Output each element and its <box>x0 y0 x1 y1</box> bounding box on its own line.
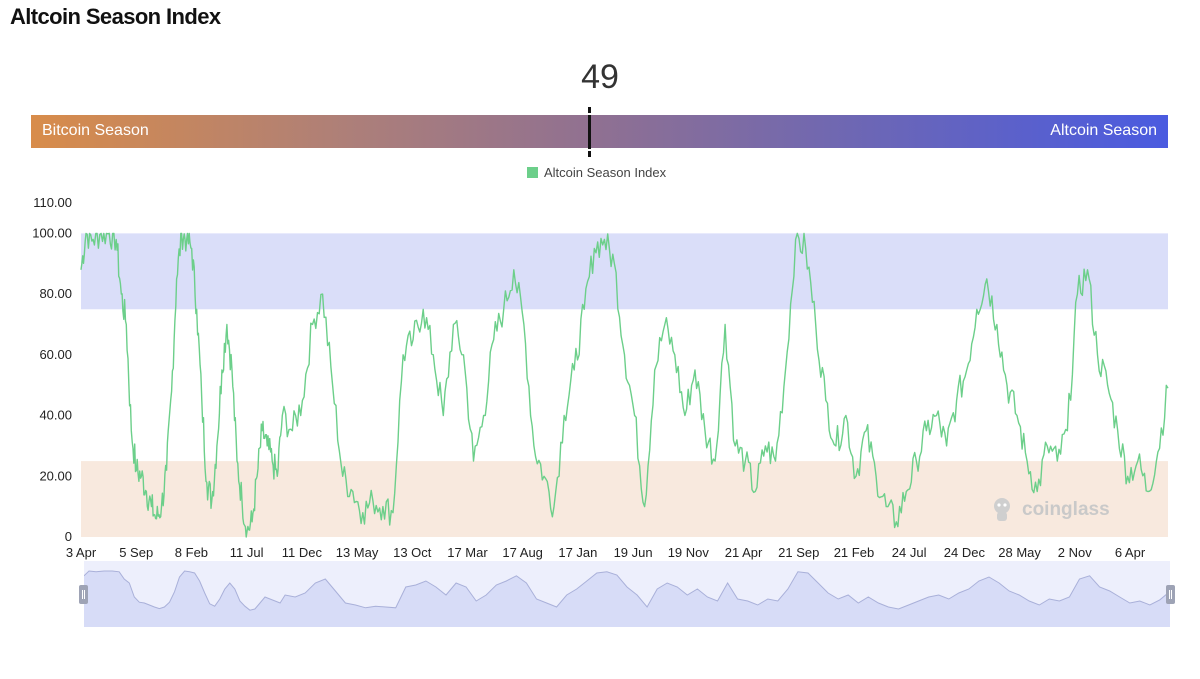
y-tick-label: 80.00 <box>39 286 72 301</box>
x-tick-label: 13 Oct <box>393 545 432 560</box>
x-tick-label: 8 Feb <box>175 545 208 560</box>
y-tick-label: 0 <box>65 529 72 544</box>
legend-label: Altcoin Season Index <box>544 165 667 180</box>
x-tick-label: 17 Mar <box>447 545 488 560</box>
x-tick-label: 19 Jun <box>614 545 653 560</box>
x-tick-label: 28 May <box>998 545 1041 560</box>
series-line-altcoin-season-index <box>80 232 1169 538</box>
season-gauge-bar: Bitcoin Season Altcoin Season <box>31 115 1168 148</box>
altcoin-season-band <box>81 233 1168 310</box>
coinglass-logo-icon <box>994 498 1010 521</box>
legend-swatch <box>527 167 538 178</box>
x-tick-label: 5 Sep <box>119 545 153 560</box>
x-tick-label: 3 Apr <box>66 545 97 560</box>
x-tick-label: 21 Feb <box>834 545 874 560</box>
chart-legend[interactable]: Altcoin Season Index <box>527 165 666 180</box>
navigator-left-handle[interactable] <box>79 585 88 604</box>
bitcoin-season-band <box>81 461 1168 537</box>
watermark-text: coinglass <box>1022 499 1110 520</box>
x-tick-label: 21 Apr <box>725 545 763 560</box>
x-tick-label: 17 Aug <box>502 545 543 560</box>
navigator-right-handle[interactable] <box>1166 585 1175 604</box>
coinglass-watermark: coinglass <box>990 497 1110 523</box>
y-tick-label: 100.00 <box>32 225 72 240</box>
y-tick-label: 40.00 <box>39 408 72 423</box>
altcoin-season-chart[interactable]: 0 20.00 40.00 60.00 80.00 100.00 110.00 3 Apr 5 … <box>0 190 1200 570</box>
navigator-area <box>84 571 1170 627</box>
navigator-line <box>84 570 1170 611</box>
x-tick-label: 24 Jul <box>892 545 927 560</box>
x-tick-label: 24 Dec <box>944 545 986 560</box>
x-tick-label: 11 Jul <box>230 545 264 560</box>
altcoin-season-label: Altcoin Season <box>1050 122 1157 139</box>
gauge-needle <box>588 107 591 157</box>
x-tick-label: 21 Sep <box>778 545 819 560</box>
range-navigator[interactable] <box>79 561 1175 627</box>
y-tick-label: 20.00 <box>39 468 72 483</box>
navigator-series <box>84 570 1170 627</box>
y-tick-label: 60.00 <box>39 347 72 362</box>
x-tick-label: 17 Jan <box>558 545 597 560</box>
x-tick-label: 11 Dec <box>282 545 323 560</box>
bitcoin-season-label: Bitcoin Season <box>42 122 149 139</box>
x-tick-label: 6 Apr <box>1115 545 1146 560</box>
gauge-value: 49 <box>581 58 619 96</box>
x-tick-label: 13 May <box>336 545 379 560</box>
page-title: Altcoin Season Index <box>10 4 221 29</box>
x-tick-label: 19 Nov <box>668 545 710 560</box>
y-tick-label: 110.00 <box>33 195 72 210</box>
x-tick-label: 2 Nov <box>1058 545 1092 560</box>
